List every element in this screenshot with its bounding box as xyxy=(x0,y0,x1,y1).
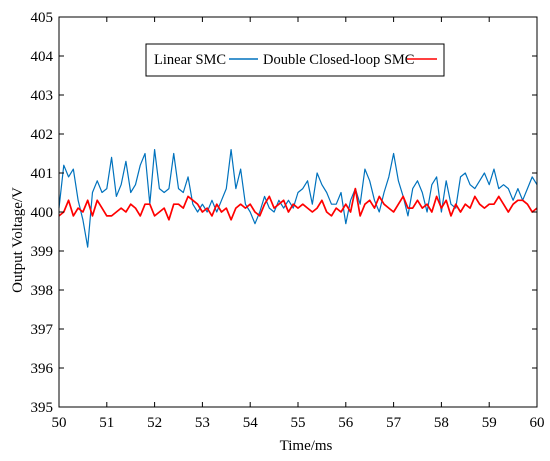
y-axis-title: Output Voltage/V xyxy=(10,187,26,293)
x-tick-label: 59 xyxy=(482,415,497,431)
y-tick-label: 403 xyxy=(31,88,54,104)
x-tick-label: 55 xyxy=(291,415,306,431)
legend-label-double-closed-loop-smc: Double Closed-loop SMC xyxy=(263,52,414,68)
y-tick-label: 405 xyxy=(31,10,54,26)
x-tick-label: 52 xyxy=(147,415,162,431)
series-line-linear-smc xyxy=(58,149,538,248)
x-tick-label: 56 xyxy=(338,415,354,431)
legend-box xyxy=(145,43,445,77)
y-tick-label: 401 xyxy=(31,166,54,182)
y-tick-label: 398 xyxy=(31,283,54,299)
y-tick-label: 395 xyxy=(31,400,54,416)
x-tick-label: 57 xyxy=(386,415,402,431)
y-tick-label: 400 xyxy=(31,205,54,221)
x-tick-label: 58 xyxy=(434,415,449,431)
legend: Linear SMC Double Closed-loop SMC xyxy=(145,43,445,77)
legend-label-linear-smc: Linear SMC xyxy=(154,52,226,68)
y-tick-label: 402 xyxy=(31,127,54,143)
x-tick-label: 51 xyxy=(99,415,114,431)
x-tick-label: 54 xyxy=(243,415,259,431)
y-tick-label: 399 xyxy=(31,244,54,260)
y-tick-label: 404 xyxy=(31,49,54,65)
series-line-double-closed-loop-smc xyxy=(58,187,538,221)
y-tick-label: 397 xyxy=(31,322,54,338)
x-tick-label: 60 xyxy=(530,415,545,431)
y-tick-label: 396 xyxy=(31,361,54,377)
x-axis-title: Time/ms xyxy=(280,438,333,454)
plot-area xyxy=(58,149,538,248)
x-tick-label: 50 xyxy=(52,415,67,431)
x-tick-label: 53 xyxy=(195,415,210,431)
axes: 50 51 52 53 54 55 56 57 58 59 60 395 396 397 398 399 400… xyxy=(31,10,545,431)
